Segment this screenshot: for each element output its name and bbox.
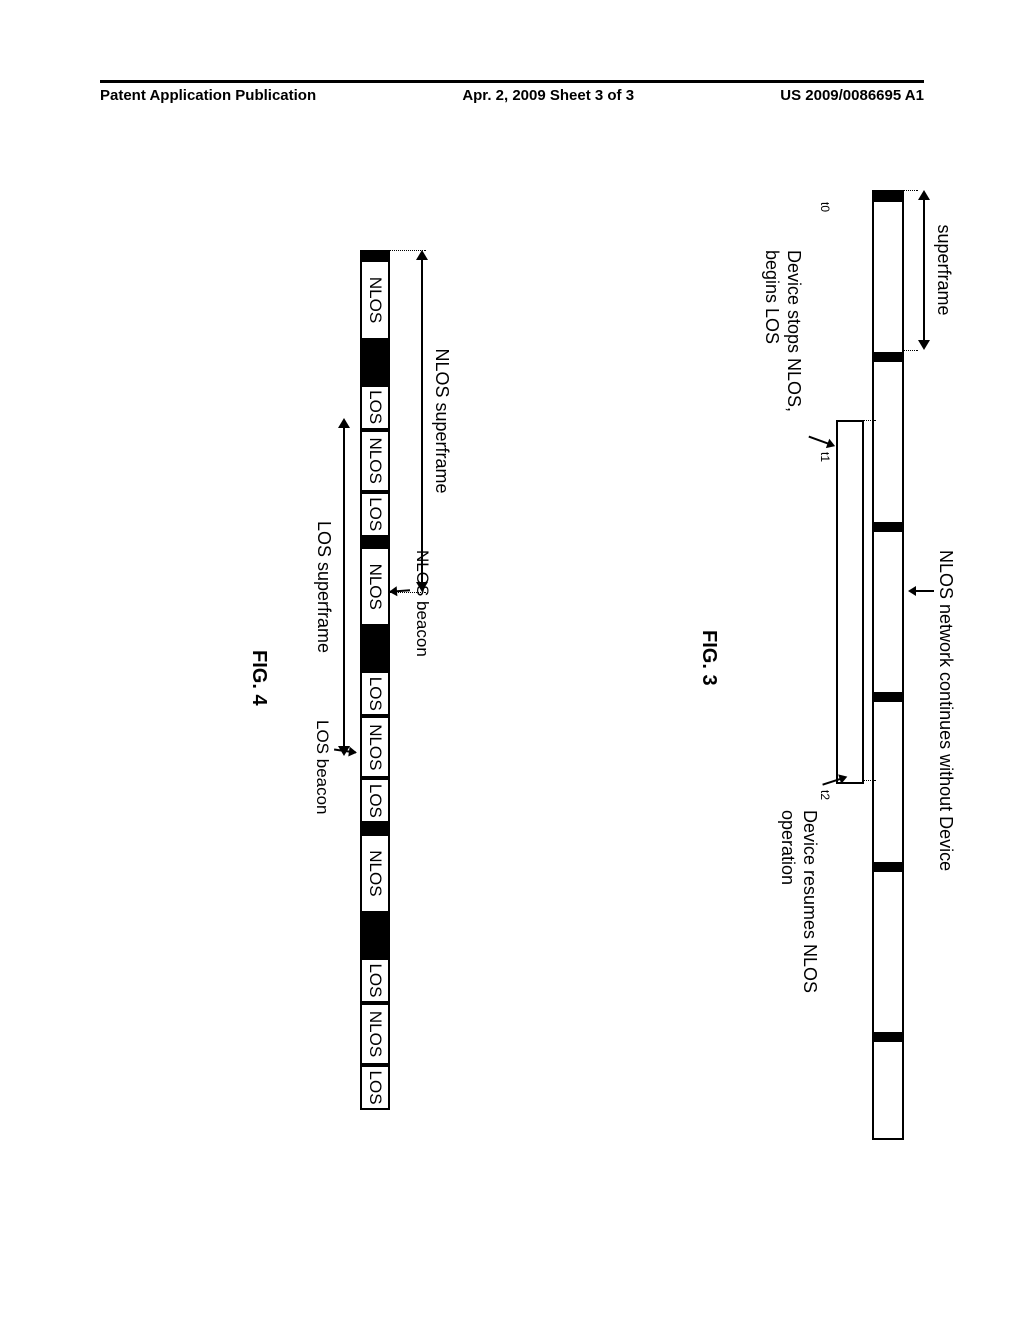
- nlos-cell: NLOS: [360, 716, 390, 778]
- los-cell: LOS: [360, 778, 390, 823]
- header-right: US 2009/0086695 A1: [780, 87, 924, 104]
- beacon-mark: [874, 862, 902, 872]
- nlos-timeline-bar: [872, 190, 904, 1140]
- arrow-up-icon: [808, 436, 833, 447]
- nlos-superframe-dim: NLOS superframe: [416, 250, 428, 592]
- device-resumes-label: Device resumes NLOS operation: [777, 810, 820, 993]
- beacon-mark: [874, 692, 902, 702]
- header-center: Apr. 2, 2009 Sheet 3 of 3: [462, 87, 634, 104]
- los-beacon-cell: [360, 626, 390, 671]
- arrow-down-icon: [910, 590, 934, 592]
- nlos-beacon-cell: [360, 823, 390, 833]
- nlos-cell: NLOS: [360, 260, 390, 340]
- hybrid-timeline-bar: NLOSLOSNLOSLOSNLOSLOSNLOSLOSNLOSLOSNLOSL…: [360, 250, 390, 1110]
- device-stops-label: Device stops NLOS, begins LOS: [761, 250, 804, 412]
- los-beacon-cell: [360, 913, 390, 958]
- beacon-mark: [874, 192, 902, 202]
- los-superframe-dim: LOS superframe: [338, 418, 350, 756]
- dimension-line: [918, 190, 930, 350]
- figures-rotated-group: superframe NLOS network continues withou…: [0, 290, 1010, 1050]
- beacon-mark: [874, 352, 902, 362]
- los-beacon-cell: [360, 340, 390, 385]
- arrowhead-right-icon: [918, 340, 930, 350]
- nlos-beacon-cell: [360, 537, 390, 547]
- nlos-cell: NLOS: [360, 834, 390, 914]
- superframe-label: superframe: [933, 190, 954, 350]
- arrow-up-icon: [822, 776, 845, 785]
- los-cell: LOS: [360, 958, 390, 1003]
- time-t1: t1: [818, 452, 832, 462]
- nlos-continues-label: NLOS network continues without Device: [935, 550, 956, 871]
- nlos-sf-label: NLOS superframe: [431, 250, 452, 592]
- figure-4: NLOS superframe NLOS beacon NLOSLOSNLOSL…: [190, 250, 450, 1110]
- los-cell: LOS: [360, 1065, 390, 1110]
- los-cell: LOS: [360, 492, 390, 537]
- device-los-bar: [836, 420, 864, 784]
- los-sf-label: LOS superframe: [313, 418, 334, 756]
- superframe-dimension: superframe: [918, 190, 930, 350]
- figure-3-caption: FIG. 3: [697, 630, 720, 686]
- beacon-mark: [874, 522, 902, 532]
- header-left: Patent Application Publication: [100, 87, 316, 104]
- los-beacon-label: LOS beacon: [312, 720, 332, 815]
- los-cell: LOS: [360, 671, 390, 716]
- nlos-beacon-label: NLOS beacon: [412, 550, 432, 657]
- nlos-cell: NLOS: [360, 547, 390, 627]
- time-t0: t0: [818, 202, 832, 212]
- time-t2: t2: [818, 790, 832, 800]
- nlos-cell: NLOS: [360, 1003, 390, 1065]
- page-header: Patent Application Publication Apr. 2, 2…: [100, 80, 924, 104]
- nlos-cell: NLOS: [360, 430, 390, 492]
- beacon-mark: [874, 1032, 902, 1042]
- nlos-beacon-cell: [360, 250, 390, 260]
- los-cell: LOS: [360, 385, 390, 430]
- figure-4-caption: FIG. 4: [247, 650, 270, 706]
- figure-3: superframe NLOS network continues withou…: [690, 190, 950, 1140]
